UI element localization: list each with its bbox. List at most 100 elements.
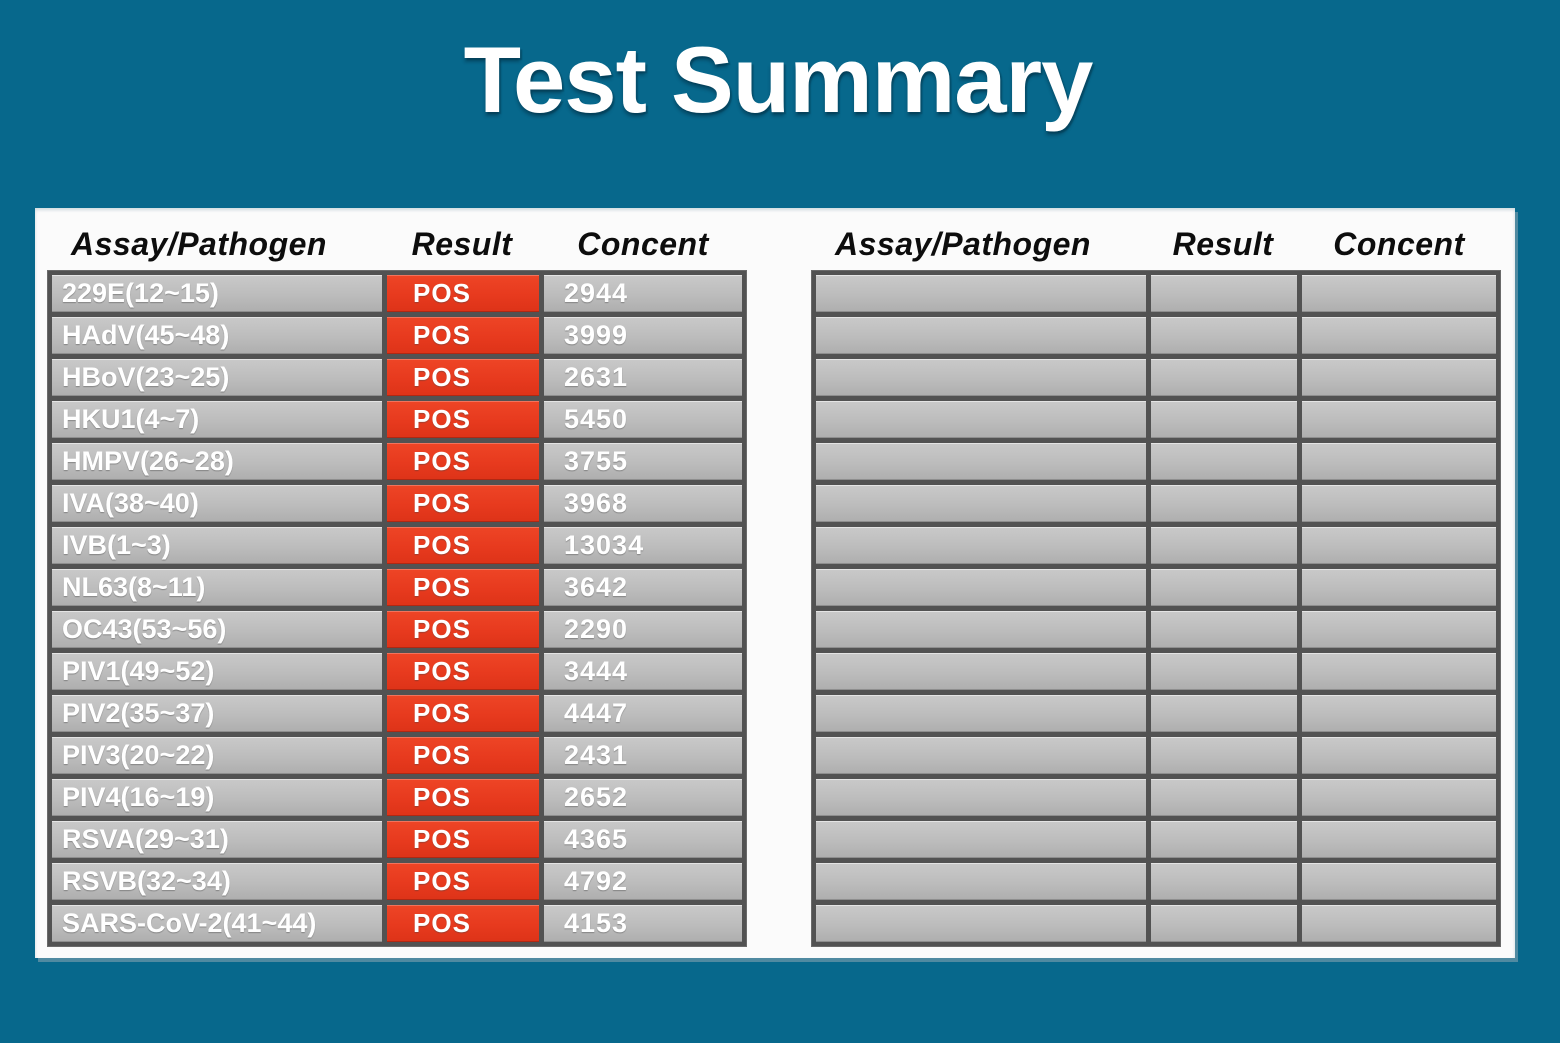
concent-cell [1302,527,1496,564]
result-cell: POS [387,569,539,606]
table-row [816,653,1496,690]
table-row [816,737,1496,774]
assay-pathogen-cell [816,695,1146,732]
page-title: Test Summary [463,27,1094,132]
result-cell: POS [387,401,539,438]
right-table-body [811,270,1501,947]
concent-cell [1302,695,1496,732]
assay-pathogen-cell: PIV2(35~37) [52,695,382,732]
table-row: PIV3(20~22) POS 2431 [52,737,742,774]
result-cell [1151,527,1297,564]
result-cell: POS [387,611,539,648]
concent-cell: 3642 [544,569,742,606]
table-row: HKU1(4~7) POS 5450 [52,401,742,438]
assay-pathogen-cell [816,779,1146,816]
result-cell [1151,569,1297,606]
assay-pathogen-cell: HBoV(23~25) [52,359,382,396]
table-row: SARS-CoV-2(41~44) POS 4153 [52,905,742,942]
concent-cell: 2431 [544,737,742,774]
concent-cell [1302,905,1496,942]
assay-pathogen-cell: IVB(1~3) [52,527,382,564]
result-cell [1151,611,1297,648]
result-cell [1151,317,1297,354]
assay-pathogen-cell: 229E(12~15) [52,275,382,312]
assay-pathogen-cell [816,821,1146,858]
assay-pathogen-cell [816,737,1146,774]
assay-pathogen-cell: HKU1(4~7) [52,401,382,438]
concent-cell [1302,485,1496,522]
table-row [816,485,1496,522]
assay-pathogen-cell [816,863,1146,900]
assay-pathogen-cell [816,905,1146,942]
assay-pathogen-cell: OC43(53~56) [52,611,382,648]
result-cell [1151,359,1297,396]
result-cell: POS [387,821,539,858]
assay-pathogen-cell: RSVB(32~34) [52,863,382,900]
table-row: HMPV(26~28) POS 3755 [52,443,742,480]
table-row [816,317,1496,354]
concent-cell [1302,443,1496,480]
table-row [816,275,1496,312]
concent-column-header: Concent [577,225,709,262]
table-row: PIV4(16~19) POS 2652 [52,779,742,816]
result-cell [1151,737,1297,774]
result-cell [1151,821,1297,858]
result-cell: POS [387,863,539,900]
result-cell: POS [387,359,539,396]
concent-cell: 4365 [544,821,742,858]
assay-pathogen-cell [816,611,1146,648]
result-cell: POS [387,905,539,942]
table-row [816,401,1496,438]
result-cell [1151,443,1297,480]
concent-cell [1302,821,1496,858]
concent-column-header: Concent [1333,225,1465,262]
assay-pathogen-cell [816,275,1146,312]
table-row: HBoV(23~25) POS 2631 [52,359,742,396]
result-column-header: Result [1172,225,1274,262]
assay-pathogen-cell [816,653,1146,690]
result-cell [1151,695,1297,732]
table-row: 229E(12~15) POS 2944 [52,275,742,312]
table-row [816,695,1496,732]
concent-cell [1302,401,1496,438]
assay-pathogen-cell [816,527,1146,564]
result-cell [1151,401,1297,438]
result-cell [1151,863,1297,900]
assay-pathogen-cell [816,569,1146,606]
left-table-header-row: Assay/Pathogen Result Concent [47,218,747,270]
assay-pathogen-column-header: Assay/Pathogen [71,225,327,262]
assay-pathogen-cell: IVA(38~40) [52,485,382,522]
concent-cell: 2631 [544,359,742,396]
concent-cell: 3444 [544,653,742,690]
table-row: RSVA(29~31) POS 4365 [52,821,742,858]
result-cell [1151,779,1297,816]
concent-cell [1302,779,1496,816]
table-row [816,779,1496,816]
table-row [816,527,1496,564]
result-cell: POS [387,485,539,522]
result-cell: POS [387,275,539,312]
concent-cell [1302,611,1496,648]
table-row [816,611,1496,648]
table-row: PIV1(49~52) POS 3444 [52,653,742,690]
assay-pathogen-cell: PIV4(16~19) [52,779,382,816]
assay-pathogen-cell: PIV3(20~22) [52,737,382,774]
concent-cell: 4153 [544,905,742,942]
assay-pathogen-column-header: Assay/Pathogen [835,225,1091,262]
result-cell: POS [387,653,539,690]
table-row [816,821,1496,858]
assay-pathogen-cell [816,317,1146,354]
assay-pathogen-cell: HAdV(45~48) [52,317,382,354]
tables-container: Assay/Pathogen Result Concent 229E(12~15… [47,218,1501,947]
left-table-body: 229E(12~15) POS 2944 HAdV(45~48) POS 3999 HB… [47,270,747,947]
concent-cell: 3968 [544,485,742,522]
concent-cell [1302,653,1496,690]
table-row: PIV2(35~37) POS 4447 [52,695,742,732]
assay-pathogen-cell [816,443,1146,480]
result-cell [1151,905,1297,942]
table-row: RSVB(32~34) POS 4792 [52,863,742,900]
assay-pathogen-cell [816,401,1146,438]
table-row [816,443,1496,480]
table-row [816,905,1496,942]
